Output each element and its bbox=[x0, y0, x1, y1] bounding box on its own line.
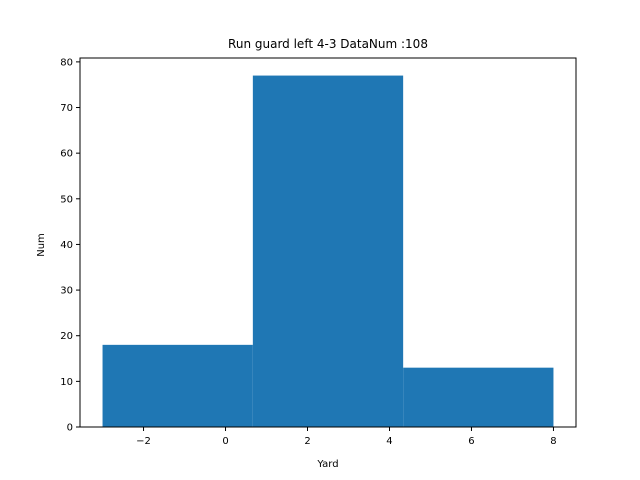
y-tick-label: 80 bbox=[60, 57, 73, 68]
x-tick-label: −2 bbox=[136, 436, 151, 447]
y-tick-label: 50 bbox=[60, 194, 73, 205]
x-axis-ticks: −2 0 2 4 6 8 bbox=[136, 427, 557, 447]
x-tick-label: 0 bbox=[222, 436, 228, 447]
axes-frame bbox=[79, 57, 577, 428]
y-tick-label: 70 bbox=[60, 103, 73, 114]
y-tick-label: 10 bbox=[60, 377, 73, 388]
x-axis-label: Yard bbox=[316, 459, 338, 470]
y-tick-label: 60 bbox=[60, 149, 73, 160]
x-tick-label: 4 bbox=[386, 436, 392, 447]
y-tick-label: 20 bbox=[60, 331, 73, 342]
y-tick-label: 40 bbox=[60, 240, 73, 251]
bars-group bbox=[102, 75, 554, 428]
histogram-bar-0 bbox=[102, 344, 253, 427]
y-axis-ticks: 0 10 20 30 40 50 60 70 80 bbox=[60, 57, 80, 434]
y-tick-label: 30 bbox=[60, 286, 73, 297]
chart-title: Run guard left 4-3 DataNum :108 bbox=[228, 37, 428, 51]
histogram-bar-2 bbox=[403, 367, 554, 427]
y-tick-label: 0 bbox=[67, 423, 73, 434]
x-tick-label: 2 bbox=[304, 436, 310, 447]
x-tick-label: 6 bbox=[468, 436, 474, 447]
histogram-bar-1 bbox=[252, 75, 404, 428]
x-tick-label: 8 bbox=[550, 436, 556, 447]
y-axis-label: Num bbox=[36, 233, 47, 257]
